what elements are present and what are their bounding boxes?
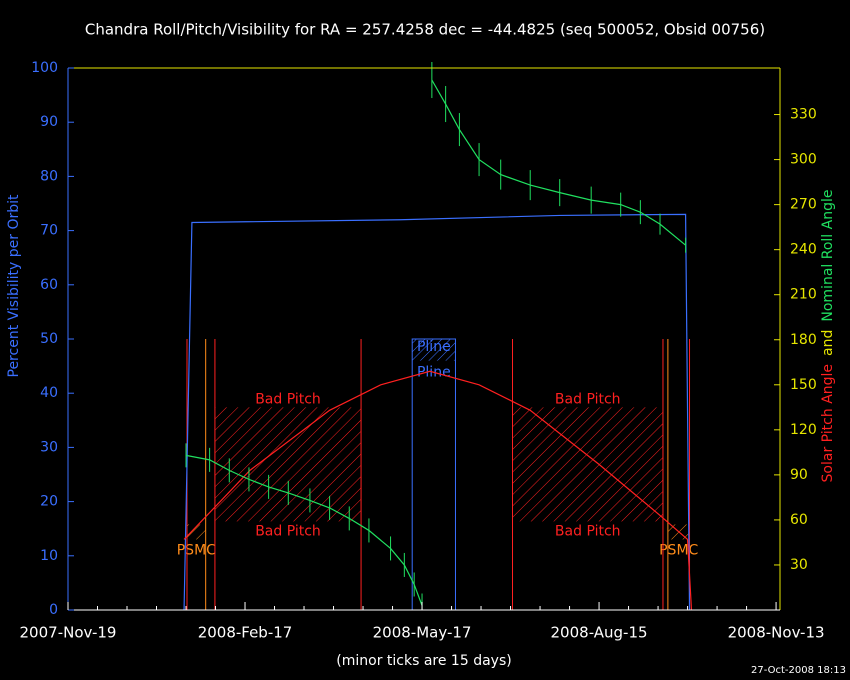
y-tick-label: 40 [40, 385, 58, 401]
footer: 27-Oct-2008 18:13 [751, 665, 846, 676]
y2-axis-label-part: Solar Pitch Angle [820, 364, 836, 483]
y2-tick-label: 210 [790, 287, 817, 303]
x-tick-label: 2007-Nov-19 [20, 624, 117, 642]
y2-axis-label-part: Nominal Roll Angle [820, 190, 836, 322]
series-line [183, 213, 691, 611]
y2-axis-label: Solar Pitch Angle and Nominal Roll Angle [820, 190, 836, 483]
region-label: Bad Pitch [255, 391, 321, 407]
y-tick-label: 0 [49, 602, 58, 618]
x-tick-label: 2008-Feb-17 [198, 624, 293, 642]
y2-tick-label: 300 [790, 152, 817, 168]
region-label: PSMC [177, 542, 216, 558]
y-tick-label: 70 [40, 223, 58, 239]
series-line [183, 370, 693, 611]
region-label: Bad Pitch [255, 523, 321, 539]
pline-hatch [412, 339, 456, 361]
y-tick-label: 90 [40, 114, 58, 130]
y2-tick-label: 180 [790, 332, 817, 348]
y2-tick-label: 120 [790, 422, 817, 438]
y-tick-label: 30 [40, 439, 58, 455]
y2-tick-label: 90 [790, 467, 808, 483]
y2-tick-label: 330 [790, 107, 817, 123]
region [512, 407, 663, 522]
x-axis-label: (minor ticks are 15 days) [336, 653, 511, 669]
y2-axis-label-part: and [820, 330, 836, 356]
y-tick-label: 80 [40, 168, 58, 184]
y-tick-label: 50 [40, 331, 58, 347]
y2-tick-label: 60 [790, 512, 808, 528]
region-label: PSMC [659, 542, 698, 558]
pline-label: Pline [417, 339, 451, 355]
x-tick-label: 2008-May-17 [373, 624, 472, 642]
series-line [185, 79, 686, 606]
y2-tick-label: 240 [790, 242, 817, 258]
x-tick-label: 2008-Nov-13 [728, 624, 825, 642]
y2-tick-label: 270 [790, 197, 817, 213]
region-label: Bad Pitch [555, 391, 621, 407]
x-tick-label: 2008-Aug-15 [551, 624, 648, 642]
region-label: Bad Pitch [555, 523, 621, 539]
y2-tick-label: 150 [790, 377, 817, 393]
region [186, 524, 206, 540]
y-tick-label: 60 [40, 277, 58, 293]
y-tick-label: 10 [40, 548, 58, 564]
y-axis-label: Percent Visibility per Orbit [6, 194, 22, 378]
y-tick-label: 100 [31, 60, 58, 76]
y2-tick-label: 30 [790, 557, 808, 573]
chart-title: Chandra Roll/Pitch/Visibility for RA = 2… [85, 21, 765, 39]
y-tick-label: 20 [40, 494, 58, 510]
